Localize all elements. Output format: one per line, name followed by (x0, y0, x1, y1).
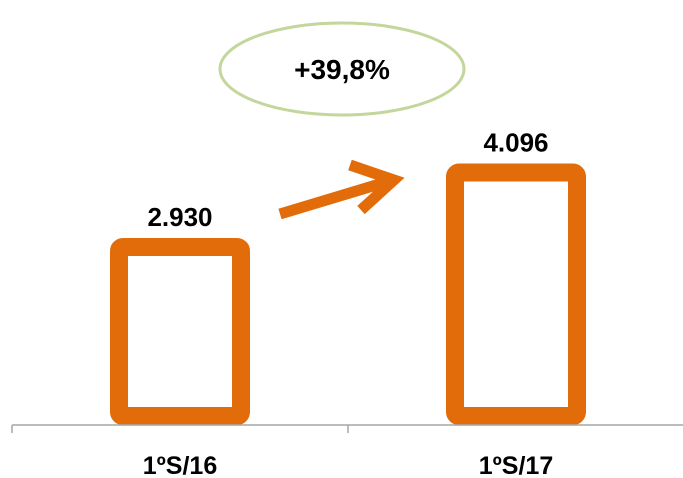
growth-arrow-icon (278, 159, 405, 220)
data-label: 2.930 (147, 202, 212, 232)
bar (446, 163, 586, 425)
x-axis (11, 424, 683, 433)
growth-annotation: +39,8% (294, 54, 390, 85)
x-tick-label: 1ºS/17 (479, 452, 553, 478)
data-label: 4.096 (483, 128, 548, 158)
x-tick-label: 1ºS/16 (143, 452, 217, 478)
bar (110, 237, 250, 425)
growth-ellipse (218, 21, 466, 117)
